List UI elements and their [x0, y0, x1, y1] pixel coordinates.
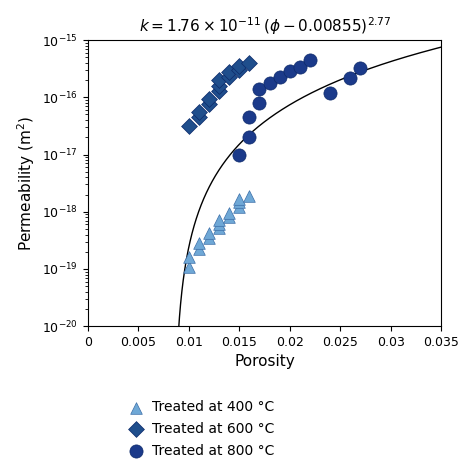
- Treated at 800 °C: [286, 67, 293, 75]
- Title: $k = 1.76 \times 10^{-11} \, (\phi -0.00855)^{2.77}$: $k = 1.76 \times 10^{-11} \, (\phi -0.00…: [138, 15, 391, 37]
- Treated at 800 °C: [266, 79, 273, 86]
- Treated at 800 °C: [246, 134, 253, 141]
- Treated at 400 °C: [225, 209, 233, 217]
- Treated at 400 °C: [185, 263, 192, 270]
- Treated at 600 °C: [205, 101, 213, 108]
- Treated at 800 °C: [356, 65, 364, 72]
- Treated at 600 °C: [236, 66, 243, 74]
- Treated at 400 °C: [205, 234, 213, 241]
- Treated at 800 °C: [346, 74, 354, 82]
- Legend: Treated at 400 °C, Treated at 600 °C, Treated at 800 °C: Treated at 400 °C, Treated at 600 °C, Tr…: [123, 396, 279, 462]
- Treated at 400 °C: [236, 199, 243, 206]
- Treated at 800 °C: [296, 63, 303, 70]
- Treated at 600 °C: [236, 62, 243, 70]
- Treated at 600 °C: [246, 60, 253, 67]
- X-axis label: Porosity: Porosity: [234, 355, 295, 370]
- Treated at 400 °C: [225, 213, 233, 221]
- Y-axis label: Permeability (m$^2$): Permeability (m$^2$): [15, 116, 36, 251]
- Treated at 600 °C: [215, 87, 223, 95]
- Treated at 400 °C: [246, 192, 253, 199]
- Treated at 800 °C: [236, 151, 243, 158]
- Treated at 800 °C: [255, 99, 263, 107]
- Treated at 600 °C: [195, 113, 203, 121]
- Treated at 400 °C: [195, 246, 203, 253]
- Treated at 600 °C: [225, 73, 233, 80]
- Treated at 800 °C: [276, 73, 283, 80]
- Treated at 600 °C: [215, 82, 223, 89]
- Treated at 400 °C: [215, 220, 223, 227]
- Treated at 800 °C: [255, 85, 263, 93]
- Treated at 600 °C: [195, 109, 203, 116]
- Treated at 600 °C: [185, 122, 192, 130]
- Treated at 800 °C: [246, 113, 253, 121]
- Treated at 400 °C: [215, 216, 223, 224]
- Treated at 600 °C: [205, 95, 213, 102]
- Treated at 800 °C: [306, 56, 314, 64]
- Treated at 400 °C: [236, 204, 243, 211]
- Treated at 600 °C: [215, 76, 223, 84]
- Treated at 400 °C: [236, 196, 243, 203]
- Treated at 400 °C: [195, 240, 203, 247]
- Treated at 400 °C: [185, 254, 192, 261]
- Treated at 400 °C: [215, 224, 223, 232]
- Treated at 400 °C: [205, 229, 213, 236]
- Treated at 600 °C: [225, 68, 233, 75]
- Treated at 800 °C: [326, 89, 334, 96]
